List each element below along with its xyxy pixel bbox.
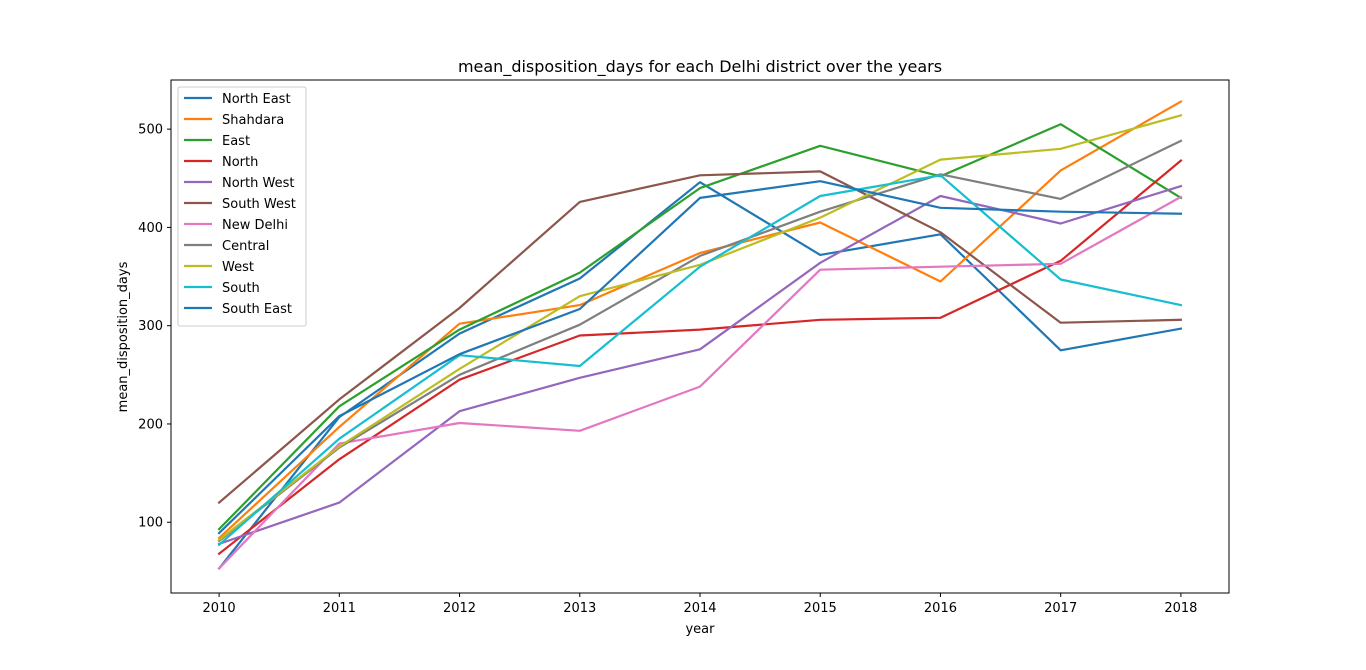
legend-label: South East xyxy=(222,302,292,317)
series-line-8 xyxy=(217,114,1183,542)
legend-label: South West xyxy=(222,197,296,212)
x-tick-label: 2012 xyxy=(443,601,476,616)
legend-label: North West xyxy=(222,176,294,191)
series-line-1 xyxy=(217,100,1183,540)
x-tick-label: 2018 xyxy=(1164,601,1197,616)
legend: North East Shahdara East North North West Sou… xyxy=(177,86,307,327)
y-tick-label: 200 xyxy=(138,417,163,432)
legend-label: North East xyxy=(222,92,291,107)
legend-label: Central xyxy=(222,239,269,254)
chart-title: mean_disposition_days for each Delhi dis… xyxy=(458,57,942,77)
legend-label: South xyxy=(222,281,260,296)
x-tick-label: 2017 xyxy=(1044,601,1077,616)
y-tick-label: 100 xyxy=(138,516,163,531)
axes-layer: 2010 2011 2012 2013 2014 2015 2016 2017 2018 100 2… xyxy=(138,79,1230,616)
x-tick-label: 2016 xyxy=(924,601,957,616)
x-axis-label: year xyxy=(685,622,715,637)
legend-label: Shahdara xyxy=(222,113,284,128)
series-line-3 xyxy=(217,159,1183,556)
x-tick-label: 2014 xyxy=(683,601,716,616)
y-tick-label: 400 xyxy=(138,221,163,236)
x-tick-label: 2010 xyxy=(203,601,236,616)
series-line-5 xyxy=(217,170,1183,505)
series-line-6 xyxy=(217,195,1183,570)
series-line-4 xyxy=(217,184,1183,546)
legend-label: East xyxy=(222,134,250,149)
plot-frame xyxy=(170,79,1230,594)
series-line-9 xyxy=(217,174,1183,547)
series-layer xyxy=(217,100,1183,570)
legend-label: North xyxy=(222,155,258,170)
series-line-7 xyxy=(217,139,1183,543)
x-tick-label: 2015 xyxy=(804,601,837,616)
legend-label: West xyxy=(222,260,254,275)
legend-label: New Delhi xyxy=(222,218,288,233)
y-tick-label: 500 xyxy=(138,123,163,138)
series-line-2 xyxy=(217,123,1183,531)
series-line-0 xyxy=(217,181,1183,570)
series-line-10 xyxy=(217,180,1183,535)
x-tick-label: 2011 xyxy=(323,601,356,616)
x-tick-label: 2013 xyxy=(563,601,596,616)
y-tick-label: 300 xyxy=(138,319,163,334)
y-axis-label: mean_disposition_days xyxy=(116,261,131,412)
